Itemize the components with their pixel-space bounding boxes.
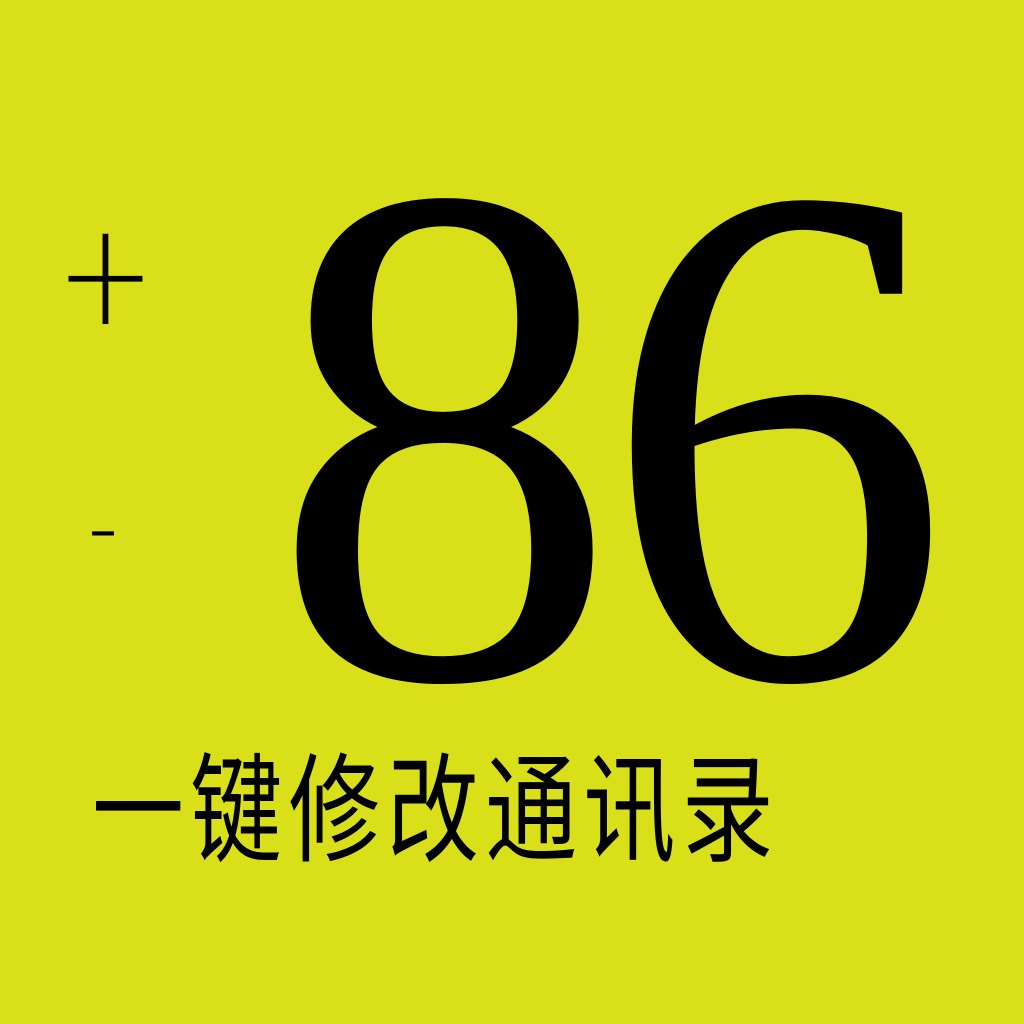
tagline-text: 一键修改通讯录 xyxy=(92,742,780,880)
plus-sign: + xyxy=(56,190,155,358)
country-code-number: 86 xyxy=(270,35,951,833)
minus-sign: - xyxy=(88,465,119,587)
